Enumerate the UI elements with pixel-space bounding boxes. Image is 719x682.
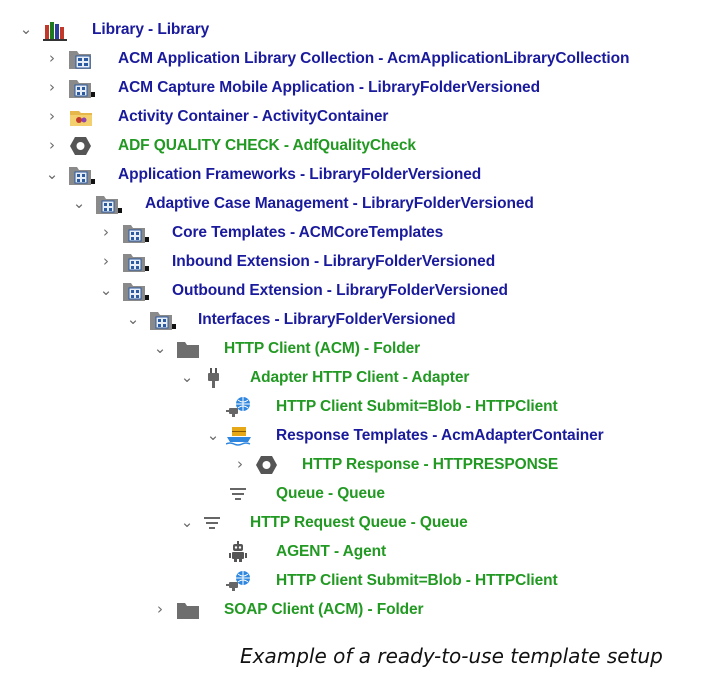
tree-row-adf-quality-check[interactable]: › ADF QUALITY CHECK - AdfQualityCheck [0, 131, 719, 160]
tree-row-http-request-queue[interactable]: ⌄ HTTP Request Queue - Queue [0, 508, 719, 537]
library-tree: ⌄ Library - Library › ACM Appli [0, 15, 719, 624]
queue-icon [228, 483, 256, 505]
caption: Example of a ready-to-use template setup [240, 644, 663, 668]
tree-row-label: ACM Capture Mobile Application - Library… [118, 79, 540, 96]
tree-row-adaptive-case-management[interactable]: ⌄ Adaptive Case Management - LibraryFold… [0, 189, 719, 218]
expand-toggle-icon [206, 566, 220, 595]
tree-row-label: Library - Library [92, 21, 210, 38]
tree-row-http-response[interactable]: › HTTP Response - HTTPRESPONSE [0, 450, 719, 479]
folder-icon [176, 338, 204, 360]
folder-versioned-icon [68, 164, 96, 186]
globe-plug-icon [226, 396, 254, 418]
tree-row-label: Activity Container - ActivityContainer [118, 108, 389, 125]
expand-toggle-icon [206, 537, 220, 566]
tree-row-inbound-extension[interactable]: › Inbound Extension - LibraryFolderVersi… [0, 247, 719, 276]
tree-row-label: ADF QUALITY CHECK - AdfQualityCheck [118, 137, 416, 154]
agent-robot-icon [228, 541, 256, 563]
folder-collection-icon [68, 48, 96, 70]
tree-row-application-frameworks[interactable]: ⌄ Application Frameworks - LibraryFolder… [0, 160, 719, 189]
adapter-plug-icon [201, 367, 229, 389]
tree-row-label: HTTP Request Queue - Queue [250, 514, 468, 531]
expand-toggle-icon[interactable]: ⌄ [180, 368, 194, 386]
tree-row-response-templates[interactable]: ⌄ Response Templates - AcmAdapterContain… [0, 421, 719, 450]
tree-row-label: HTTP Client (ACM) - Folder [224, 340, 421, 357]
tree-row-soap-client-acm[interactable]: › SOAP Client (ACM) - Folder [0, 595, 719, 624]
activity-container-icon [68, 106, 96, 128]
tree-row-http-client-acm[interactable]: ⌄ HTTP Client (ACM) - Folder [0, 334, 719, 363]
expand-toggle-icon [206, 392, 220, 421]
tree-row-label: Application Frameworks - LibraryFolderVe… [118, 166, 482, 183]
tree-row-label: Response Templates - AcmAdapterContainer [276, 427, 604, 444]
expand-toggle-icon[interactable]: › [49, 136, 55, 154]
tree-row-label: HTTP Client Submit=Blob - HTTPClient [276, 398, 558, 415]
tree-row-label: Inbound Extension - LibraryFolderVersion… [172, 253, 496, 270]
tree-row-label: HTTP Client Submit=Blob - HTTPClient [276, 572, 558, 589]
hexagon-icon [254, 454, 282, 476]
tree-row-label: Adaptive Case Management - LibraryFolder… [145, 195, 534, 212]
expand-toggle-icon[interactable]: ⌄ [72, 194, 86, 212]
tree-row-http-client-submit-1[interactable]: HTTP Client Submit=Blob - HTTPClient [0, 392, 719, 421]
folder-versioned-icon [122, 251, 150, 273]
tree-row-library[interactable]: ⌄ Library - Library [0, 15, 719, 44]
expand-toggle-icon[interactable]: ⌄ [126, 310, 140, 328]
tree-row-label: SOAP Client (ACM) - Folder [224, 601, 424, 618]
tree-row-agent[interactable]: AGENT - Agent [0, 537, 719, 566]
tree-row-label: Adapter HTTP Client - Adapter [250, 369, 470, 386]
tree-row-label: Queue - Queue [276, 485, 385, 502]
expand-toggle-icon[interactable]: ⌄ [153, 339, 167, 357]
tree-row-label: AGENT - Agent [276, 543, 387, 560]
folder-versioned-icon [122, 280, 150, 302]
tree-row-label: Outbound Extension - LibraryFolderVersio… [172, 282, 508, 299]
folder-versioned-icon [68, 77, 96, 99]
expand-toggle-icon[interactable]: ⌄ [19, 20, 33, 38]
tree-row-outbound-extension[interactable]: ⌄ Outbound Extension - LibraryFolderVers… [0, 276, 719, 305]
tree-row-label: Interfaces - LibraryFolderVersioned [198, 311, 456, 328]
queue-icon [202, 512, 230, 534]
expand-toggle-icon[interactable]: ⌄ [206, 426, 220, 444]
tree-row-acm-app-collection[interactable]: › ACM Application Library Collection - A… [0, 44, 719, 73]
adapter-container-icon [225, 425, 254, 447]
expand-toggle-icon[interactable]: › [103, 252, 109, 270]
expand-toggle-icon[interactable]: ⌄ [180, 513, 194, 531]
tree-row-label: HTTP Response - HTTPRESPONSE [302, 456, 559, 473]
tree-row-activity-container[interactable]: › Activity Container - ActivityContainer [0, 102, 719, 131]
tree-row-label: ACM Application Library Collection - Acm… [118, 50, 630, 67]
expand-toggle-icon[interactable]: ⌄ [45, 165, 59, 183]
expand-toggle-icon[interactable]: › [49, 78, 55, 96]
tree-row-http-client-submit-2[interactable]: HTTP Client Submit=Blob - HTTPClient [0, 566, 719, 595]
library-books-icon [42, 19, 70, 41]
expand-toggle-icon [206, 479, 220, 508]
hexagon-icon [68, 135, 96, 157]
tree-row-core-templates[interactable]: › Core Templates - ACMCoreTemplates [0, 218, 719, 247]
expand-toggle-icon[interactable]: › [49, 49, 55, 67]
tree-row-label: Core Templates - ACMCoreTemplates [172, 224, 444, 241]
expand-toggle-icon[interactable]: › [237, 455, 243, 473]
tree-row-adapter-http-client[interactable]: ⌄ Adapter HTTP Client - Adapter [0, 363, 719, 392]
tree-row-queue[interactable]: Queue - Queue [0, 479, 719, 508]
globe-plug-icon [226, 570, 254, 592]
tree-row-interfaces[interactable]: ⌄ Interfaces - LibraryFolderVersioned [0, 305, 719, 334]
folder-icon [176, 599, 204, 621]
expand-toggle-icon[interactable]: ⌄ [99, 281, 113, 299]
expand-toggle-icon[interactable]: › [103, 223, 109, 241]
folder-versioned-icon [95, 193, 123, 215]
folder-versioned-icon [149, 309, 177, 331]
expand-toggle-icon[interactable]: › [49, 107, 55, 125]
expand-toggle-icon[interactable]: › [157, 600, 163, 618]
folder-versioned-icon [122, 222, 150, 244]
tree-row-acm-capture-mobile[interactable]: › ACM Capture Mobile Application - Libra… [0, 73, 719, 102]
